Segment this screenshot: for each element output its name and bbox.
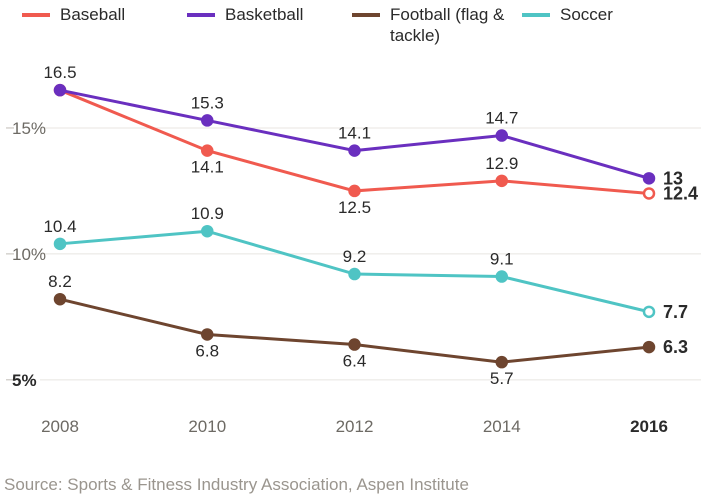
svg-text:14.1: 14.1 bbox=[338, 124, 371, 143]
legend-label: Soccer bbox=[560, 4, 613, 25]
svg-text:10.9: 10.9 bbox=[191, 204, 224, 223]
svg-text:2014: 2014 bbox=[483, 417, 521, 436]
svg-text:14.7: 14.7 bbox=[485, 109, 518, 128]
svg-text:6.8: 6.8 bbox=[195, 341, 219, 360]
source-text: Source: Sports & Fitness Industry Associ… bbox=[4, 475, 469, 495]
svg-text:2008: 2008 bbox=[41, 417, 79, 436]
legend-item: Baseball bbox=[22, 4, 187, 47]
svg-text:9.1: 9.1 bbox=[490, 250, 514, 269]
svg-text:2012: 2012 bbox=[336, 417, 374, 436]
svg-text:10%: 10% bbox=[12, 245, 46, 264]
legend-item: Basketball bbox=[187, 4, 352, 47]
legend-item: Football (flag & tackle) bbox=[352, 4, 522, 47]
legend-label: Basketball bbox=[225, 4, 303, 25]
legend: Baseball Basketball Football (flag & tackl… bbox=[22, 4, 687, 47]
legend-label: Football (flag & tackle) bbox=[390, 4, 522, 47]
svg-text:16.5: 16.5 bbox=[43, 63, 76, 82]
svg-text:14.1: 14.1 bbox=[191, 158, 224, 177]
svg-text:15%: 15% bbox=[12, 119, 46, 138]
svg-text:7.7: 7.7 bbox=[663, 302, 688, 322]
legend-label: Baseball bbox=[60, 4, 125, 25]
svg-text:6.4: 6.4 bbox=[343, 352, 367, 371]
svg-text:12.9: 12.9 bbox=[485, 154, 518, 173]
svg-text:13: 13 bbox=[663, 168, 683, 188]
line-chart: 5% 10% 15% 2008 2010 2012 2014 2016 16.5 14.1 12.5… bbox=[0, 55, 709, 450]
svg-text:12.5: 12.5 bbox=[338, 198, 371, 217]
svg-text:10.4: 10.4 bbox=[43, 217, 76, 236]
legend-swatch bbox=[522, 13, 550, 17]
svg-text:15.3: 15.3 bbox=[191, 93, 224, 112]
legend-swatch bbox=[187, 13, 215, 17]
legend-item: Soccer bbox=[522, 4, 687, 47]
svg-text:2010: 2010 bbox=[188, 417, 226, 436]
legend-swatch bbox=[22, 13, 50, 17]
svg-text:2016: 2016 bbox=[630, 417, 668, 436]
svg-text:9.2: 9.2 bbox=[343, 247, 367, 266]
svg-text:6.3: 6.3 bbox=[663, 337, 688, 357]
svg-text:5.7: 5.7 bbox=[490, 369, 514, 388]
svg-text:5%: 5% bbox=[12, 371, 37, 390]
legend-swatch bbox=[352, 13, 380, 17]
svg-text:8.2: 8.2 bbox=[48, 272, 72, 291]
